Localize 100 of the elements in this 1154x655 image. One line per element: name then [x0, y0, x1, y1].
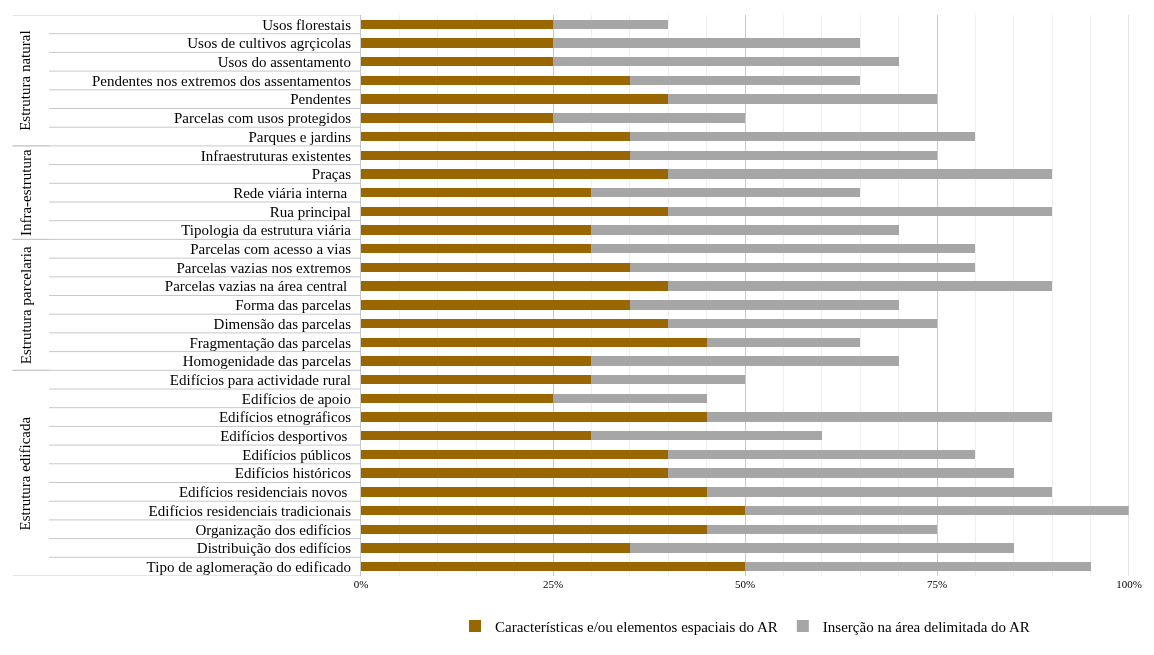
bar — [361, 431, 592, 441]
bar — [553, 57, 899, 67]
y-tick-label: Rede viária interna — [233, 184, 351, 201]
y-tick-label: Parcelas com usos protegidos — [173, 110, 352, 127]
y-tick-label: Edifícios de apoio — [241, 390, 351, 407]
bar — [668, 206, 1053, 217]
y-tick-label: Pendentes nos extremos dos assentamentos — [91, 72, 352, 89]
y-tick-label: Usos do assentamento — [217, 54, 351, 70]
x-tick-label: 0% — [353, 578, 369, 590]
bar — [629, 75, 861, 86]
bar — [361, 244, 592, 254]
y-tick-label: Pendentes — [290, 91, 352, 108]
bar — [668, 449, 976, 460]
bar — [629, 150, 937, 160]
bar — [361, 19, 553, 30]
bar — [361, 262, 630, 273]
bar — [668, 281, 1053, 291]
bar — [706, 412, 1053, 422]
legend-label: Características e/ou elementos espaciais do AR — [495, 618, 778, 635]
bar — [629, 262, 976, 273]
x-tick-label: 100% — [1116, 578, 1142, 590]
x-tick-label: 25% — [542, 578, 564, 590]
y-tick-label: Fragmentação das parcelas — [189, 334, 352, 351]
bar — [361, 318, 669, 329]
bar — [361, 281, 669, 291]
text: Estrutura parcelaria — [17, 246, 34, 365]
bar — [668, 468, 1014, 478]
bar — [668, 318, 937, 329]
bar — [591, 187, 861, 198]
y-tick-label: Usos florestais — [262, 16, 352, 33]
bar — [629, 543, 1014, 553]
bar — [361, 187, 592, 198]
bar — [361, 38, 553, 48]
y-tick-label: Edifícios residenciais tradicionais — [148, 502, 352, 519]
bar — [553, 19, 669, 30]
y-tick-label: Parcelas vazias na área central — [164, 278, 351, 295]
bar — [361, 449, 669, 460]
bar — [591, 431, 822, 441]
bar — [361, 150, 630, 160]
y-tick-label: Distribuição dos edifícios — [196, 540, 352, 557]
bar — [361, 206, 669, 217]
y-tick-label: Dimensão das parcelas — [213, 315, 352, 332]
bar — [361, 393, 553, 404]
bar — [361, 374, 592, 385]
bar — [361, 94, 669, 104]
bar — [553, 113, 745, 123]
bar — [361, 524, 707, 534]
bar — [361, 131, 630, 142]
bar — [553, 38, 861, 48]
bar — [591, 244, 976, 254]
bar — [361, 356, 592, 366]
y-tick-label: Edifícios etnográficos — [218, 409, 352, 426]
bar — [591, 225, 899, 235]
bar — [361, 75, 630, 86]
y-tick-label: Parques e jardins — [248, 128, 352, 145]
bar — [361, 543, 630, 553]
bar — [361, 337, 707, 347]
bar — [745, 505, 1129, 516]
x-tick-label: 50% — [734, 578, 756, 590]
bar — [361, 505, 745, 516]
y-tick-label: Edifícios históricos — [234, 465, 352, 482]
y-tick-label: Forma das parcelas — [235, 297, 352, 314]
bar — [706, 487, 1053, 497]
text: Estrutura natural — [16, 30, 33, 131]
bar — [361, 57, 553, 67]
bar — [361, 169, 669, 179]
y-tick-label: Edifícios públicos — [242, 446, 352, 463]
y-tick-label: Homogenidade das parcelas — [182, 353, 352, 370]
text: Infra-estrutura — [17, 149, 34, 237]
bar — [706, 337, 861, 347]
bar — [361, 561, 745, 572]
y-tick-label: Parcelas vazias nos extremos — [176, 259, 352, 276]
y-tick-label: Infraestruturas existentes — [200, 147, 352, 164]
y-tick-label: Rua principal — [269, 203, 351, 220]
bar — [629, 131, 976, 142]
y-tick-label: Praças — [311, 166, 352, 183]
text: Estrutura edificada — [17, 416, 34, 531]
bar — [361, 225, 592, 235]
bar — [591, 374, 745, 385]
bar — [361, 113, 553, 123]
bar — [668, 94, 937, 104]
y-tick-label: Usos de cultivos agrçicolas — [187, 35, 352, 52]
y-tick-label: Parcelas com acesso a vias — [190, 241, 352, 257]
bar — [745, 561, 1091, 572]
bar — [361, 487, 707, 497]
bar — [553, 393, 707, 404]
bar — [361, 300, 630, 310]
bar — [361, 468, 669, 478]
bar — [706, 524, 937, 534]
bar — [591, 356, 899, 366]
y-tick-label: Tipo de aglomeração do edificado — [146, 558, 351, 575]
y-tick-label: Edifícios residenciais novos — [178, 484, 351, 501]
x-tick-label: 75% — [926, 578, 948, 590]
bar — [361, 412, 707, 422]
y-tick-label: Edifícios desportivos — [220, 428, 351, 444]
y-tick-label: Edifícios para actividade rural — [169, 371, 351, 388]
legend-label: Inserção na área delimitada do AR — [822, 618, 1030, 635]
bar — [668, 169, 1053, 179]
y-tick-label: Organização dos edifícios — [195, 521, 352, 538]
y-tick-label: Tipologia da estrutura viária — [181, 222, 352, 239]
